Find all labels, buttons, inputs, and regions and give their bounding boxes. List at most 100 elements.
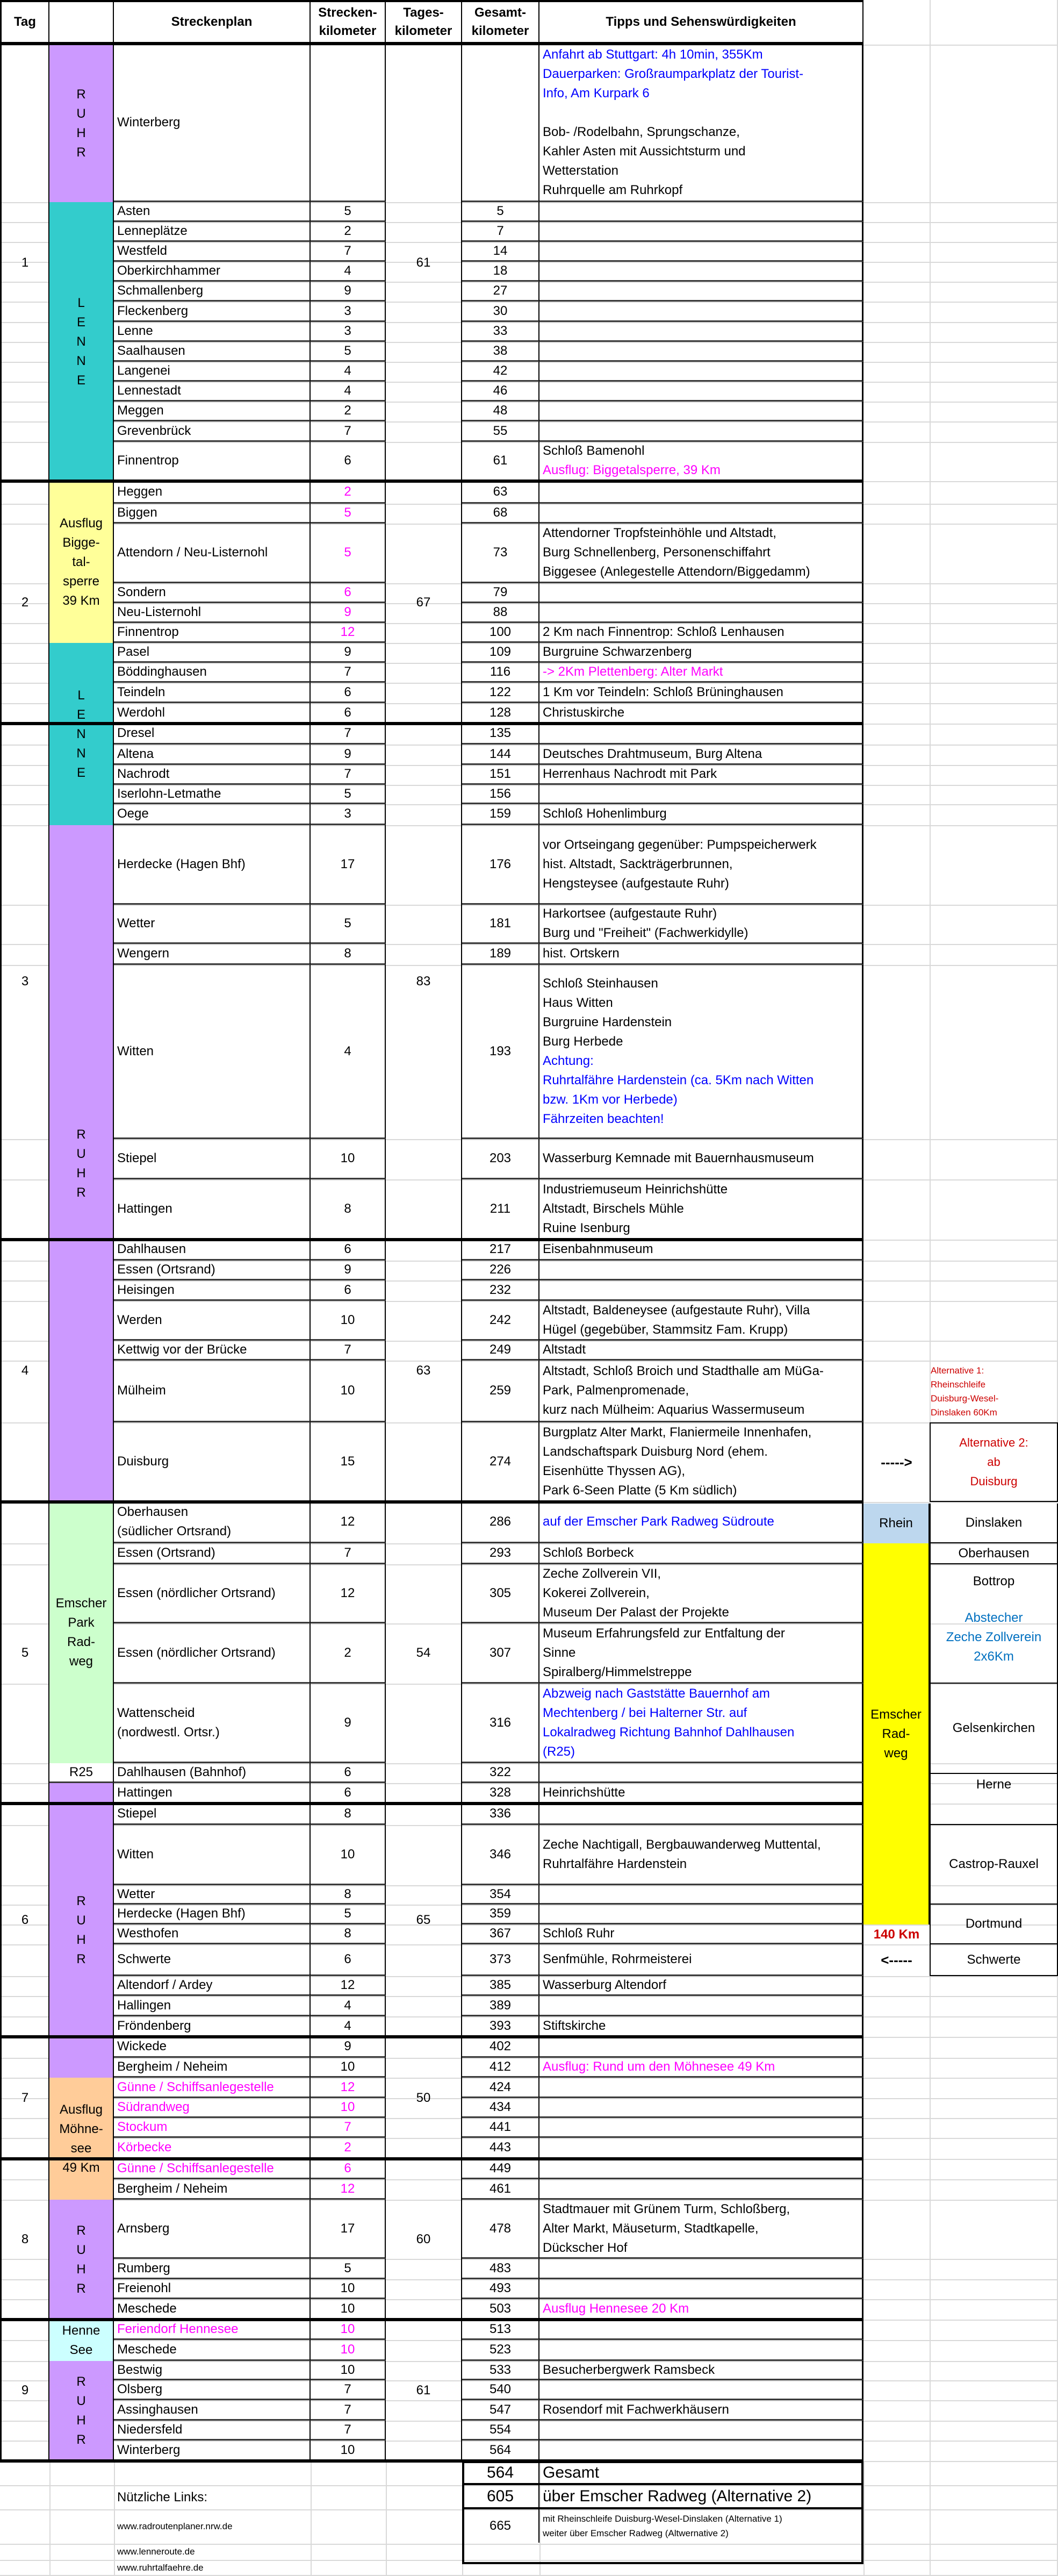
tip-line: (R25) bbox=[543, 1744, 575, 1759]
day-km: 83 bbox=[386, 724, 462, 1240]
gridline bbox=[0, 643, 1058, 644]
link-radroutenplaner[interactable]: www.radroutenplaner.nrw.de bbox=[117, 2521, 233, 2531]
place-name: Teindeln bbox=[114, 683, 311, 703]
route-km: 3 bbox=[311, 302, 386, 322]
route-km: 5 bbox=[311, 905, 386, 944]
total-km: 434 bbox=[462, 2098, 539, 2118]
gridline bbox=[0, 1905, 1058, 1906]
city-gelsenkirchen: Gelsenkirchen bbox=[930, 1684, 1058, 1774]
link-ruhrtalfaehre[interactable]: www.ruhrtalfaehre.de bbox=[117, 2563, 204, 2573]
gridline bbox=[0, 2560, 1058, 2561]
route-km: 4 bbox=[311, 965, 386, 1139]
place-name: Südrandweg bbox=[114, 2098, 311, 2118]
links-label: Nützliche Links: bbox=[117, 2489, 208, 2505]
total-km bbox=[462, 45, 539, 202]
tips-cell: Schloß Hohenlimburg bbox=[539, 804, 863, 825]
tip-line: Rosendorf mit Fachwerkhäusern bbox=[543, 2402, 729, 2417]
place-name: Oberhausen (südlicher Ortsrand) bbox=[114, 1502, 311, 1543]
gridline bbox=[0, 362, 1058, 363]
tips-cell: Burgruine Schwarzenberg bbox=[539, 643, 863, 663]
total-km: 211 bbox=[462, 1179, 539, 1240]
tip-line: Ruhrquelle am Ruhrkopf bbox=[543, 183, 683, 197]
gridline bbox=[0, 745, 1058, 746]
total-km: 14 bbox=[462, 242, 539, 262]
region-lenne: L E N N E bbox=[49, 643, 114, 825]
tips-cell bbox=[539, 302, 863, 322]
place-name: Biggen bbox=[114, 504, 311, 524]
tip-line: auf der Emscher Park Radweg Südroute bbox=[543, 1514, 774, 1529]
place-name: Essen (Ortsrand) bbox=[114, 1543, 311, 1564]
tip-line: Altstadt, Birschels Mühle bbox=[543, 1201, 684, 1216]
tips-cell bbox=[539, 2118, 863, 2138]
region-r25: R25 bbox=[49, 1763, 114, 1783]
alt2-km-value: 605 bbox=[462, 2485, 539, 2509]
total-km: 144 bbox=[462, 745, 539, 765]
route-km: 9 bbox=[311, 1684, 386, 1763]
total-km: 316 bbox=[462, 1684, 539, 1763]
gridline bbox=[0, 965, 1058, 966]
route-km: 8 bbox=[311, 1804, 386, 1825]
tip-line: Attendorner Tropfsteinhöhle und Altstadt… bbox=[543, 526, 776, 540]
place-name: Werdohl bbox=[114, 703, 311, 724]
place-name: Lenneplätze bbox=[114, 222, 311, 242]
tips-cell bbox=[539, 262, 863, 282]
region-ruhr: R U H R bbox=[49, 45, 114, 202]
gridline bbox=[0, 1179, 1058, 1180]
route-km: 17 bbox=[311, 2200, 386, 2259]
day-km: 61 bbox=[386, 45, 462, 481]
gridline bbox=[0, 2179, 1058, 2180]
route-km: 12 bbox=[311, 2179, 386, 2200]
route-km: 2 bbox=[311, 402, 386, 421]
gridline bbox=[0, 905, 1058, 906]
gridline bbox=[0, 1422, 1058, 1423]
tips-cell: Stiftskirche bbox=[539, 2016, 863, 2037]
route-km: 8 bbox=[311, 944, 386, 965]
gridline bbox=[0, 944, 1058, 945]
route-km: 10 bbox=[311, 1301, 386, 1341]
total-km: 523 bbox=[462, 2340, 539, 2361]
tip-line: Besucherbergwerk Ramsbeck bbox=[543, 2362, 715, 2377]
route-km: 9 bbox=[311, 2037, 386, 2058]
arrow-left-icon: <----- bbox=[881, 1952, 912, 1968]
route-km: 10 bbox=[311, 2058, 386, 2078]
route-km: 7 bbox=[311, 724, 386, 745]
route-km: 6 bbox=[311, 1280, 386, 1301]
tip-line: Deutsches Drahtmuseum, Burg Altena bbox=[543, 746, 762, 761]
route-km: 6 bbox=[311, 442, 386, 481]
link-lenneroute[interactable]: www.lenneroute.de bbox=[117, 2546, 195, 2557]
place-name: Körbecke bbox=[114, 2138, 311, 2159]
route-km: 2 bbox=[311, 222, 386, 242]
tip-line: Zeche Nachtigall, Bergbauwanderweg Mutte… bbox=[543, 1837, 821, 1852]
place-name: Olsberg bbox=[114, 2380, 311, 2400]
day-separator bbox=[0, 1238, 863, 1241]
tip-line: Fährzeiten beachten! bbox=[543, 1111, 664, 1126]
alt1-km-value: 665 bbox=[462, 2509, 539, 2543]
gridline bbox=[0, 402, 1058, 403]
tips-cell: Eisenbahnmuseum bbox=[539, 1240, 863, 1261]
total-km: 354 bbox=[462, 1885, 539, 1905]
tips-cell bbox=[539, 583, 863, 603]
route-km: 10 bbox=[311, 2098, 386, 2118]
route-km: 12 bbox=[311, 1976, 386, 1996]
tip-line: Kokerei Zollverein, bbox=[543, 1585, 650, 1600]
tips-cell bbox=[539, 2340, 863, 2361]
total-km: 286 bbox=[462, 1502, 539, 1543]
tip-line: Spiralberg/Himmelstreppe bbox=[543, 1664, 692, 1679]
gridline bbox=[0, 663, 1058, 664]
gridline bbox=[0, 2098, 1058, 2099]
tip-line: Burgruine Hardenstein bbox=[543, 1014, 672, 1029]
total-km-value: 564 bbox=[462, 2462, 539, 2485]
tips-cell bbox=[539, 2098, 863, 2118]
gridline bbox=[1057, 0, 1058, 2461]
place-name: Herdecke (Hagen Bhf) bbox=[114, 1905, 311, 1924]
place-name: Hattingen bbox=[114, 1783, 311, 1804]
tip-line: Stadtmauer mit Grünem Turm, Schloßberg, bbox=[543, 2201, 790, 2216]
route-km: 2 bbox=[311, 481, 386, 504]
tips-cell bbox=[539, 1261, 863, 1280]
place-name: Bestwig bbox=[114, 2361, 311, 2380]
total-km: 322 bbox=[462, 1763, 539, 1783]
tip-line: Schloß Ruhr bbox=[543, 1926, 615, 1941]
tip-line: Harkortsee (aufgestaute Ruhr) bbox=[543, 906, 717, 921]
route-km: 2 bbox=[311, 2138, 386, 2159]
